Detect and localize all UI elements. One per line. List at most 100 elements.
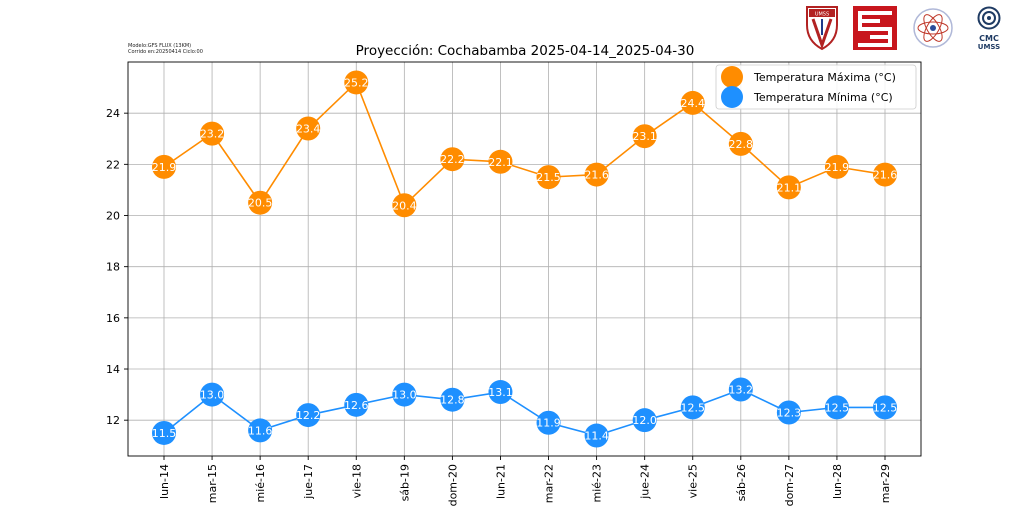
y-tick-label: 20	[106, 210, 120, 223]
legend-box	[715, 64, 917, 110]
data-point-max	[584, 162, 609, 187]
x-tick-label: dom-20	[446, 464, 459, 506]
data-label-max: 23.4	[296, 123, 321, 136]
data-point-max	[296, 116, 321, 141]
data-label-min: 11.9	[536, 417, 561, 430]
data-point-max	[152, 154, 176, 179]
chart-title: Proyección: Cochabamba 2025-04-14_2025-0…	[356, 43, 695, 59]
data-point-max	[200, 121, 225, 146]
data-label-max: 22.1	[488, 156, 513, 169]
data-label-max: 21.9	[152, 161, 177, 174]
data-label-max: 20.4	[392, 199, 417, 212]
plot-frame	[127, 61, 922, 457]
data-label-min: 12.2	[296, 409, 321, 422]
data-point-max	[680, 90, 705, 115]
x-tick-label: mar-22	[543, 464, 556, 503]
data-label-min: 12.6	[344, 399, 369, 412]
x-tick-label: vie-25	[687, 464, 700, 498]
data-point-max	[488, 149, 513, 174]
data-label-max: 21.5	[536, 171, 561, 184]
x-tick-label: mar-29	[879, 464, 892, 503]
data-point-min	[200, 382, 225, 407]
x-tick-label: mié-23	[591, 464, 604, 503]
series-line-max	[163, 81, 886, 207]
y-tick-label: 24	[106, 107, 120, 120]
x-tick-label: sáb-26	[735, 464, 748, 501]
y-tick-label: 22	[106, 158, 120, 171]
data-label-min: 12.5	[825, 401, 850, 414]
data-label-min: 12.5	[873, 401, 898, 414]
umss-shield-logo: UMSS	[806, 6, 838, 51]
data-label-max: 23.2	[200, 128, 225, 141]
data-point-min	[392, 382, 417, 407]
data-label-min: 12.3	[777, 407, 802, 420]
data-label-min: 12.0	[632, 414, 657, 427]
data-label-max: 24.4	[680, 97, 705, 110]
x-tick-label: mié-16	[254, 464, 267, 503]
x-tick-label: vie-18	[350, 464, 363, 498]
series-line-min	[163, 388, 885, 437]
y-tick-label: 12	[106, 414, 120, 427]
cmc-umss-logo: CMC UMSS	[970, 6, 1008, 51]
data-label-min: 13.1	[488, 386, 513, 399]
data-point-max	[824, 154, 849, 179]
data-point-min	[873, 395, 897, 420]
data-point-min	[536, 410, 561, 435]
data-label-max: 21.6	[873, 169, 898, 182]
data-point-max	[392, 193, 417, 218]
y-tick-label: 18	[106, 261, 120, 274]
data-label-max: 25.2	[344, 76, 369, 89]
legend-label: Temperatura Mínima (°C)	[753, 91, 893, 104]
legend-marker	[721, 66, 743, 88]
atom-circle-logo	[913, 8, 953, 48]
x-tick-label: lun-14	[158, 464, 171, 499]
data-point-min	[584, 423, 609, 448]
data-point-min	[344, 392, 369, 417]
umss-shield-text: UMSS	[815, 12, 829, 18]
data-label-min: 11.5	[152, 427, 177, 440]
data-label-max: 23.1	[632, 130, 657, 143]
x-tick-label: dom-27	[783, 464, 796, 506]
data-label-max: 20.5	[248, 197, 273, 210]
data-point-min	[152, 420, 176, 445]
data-point-min	[440, 387, 465, 412]
x-tick-label: lun-28	[831, 464, 844, 499]
x-tick-label: jue-24	[639, 464, 652, 500]
legend-marker	[721, 86, 743, 108]
data-point-min	[248, 418, 273, 443]
data-point-max	[873, 162, 897, 187]
data-label-min: 12.8	[440, 394, 465, 407]
red-emblem-logo	[853, 6, 897, 50]
data-label-min: 13.2	[729, 383, 754, 396]
y-tick-label: 14	[106, 363, 120, 376]
data-point-min	[776, 400, 801, 425]
data-label-max: 22.2	[440, 153, 465, 166]
cmc-logo-text: CMC	[979, 34, 999, 43]
data-label-max: 21.9	[825, 161, 850, 174]
data-point-min	[680, 395, 705, 420]
data-point-min	[824, 395, 849, 420]
legend-label: Temperatura Máxima (°C)	[753, 71, 896, 84]
data-point-max	[536, 165, 561, 190]
data-point-max	[248, 190, 273, 215]
data-point-min	[728, 377, 753, 402]
data-label-min: 11.6	[248, 424, 273, 437]
data-point-max	[728, 131, 753, 156]
umss-logo-text: UMSS	[977, 43, 1001, 51]
data-label-max: 21.1	[777, 181, 802, 194]
model-caption: Modelo:GFS FLUX (13KM)	[128, 43, 192, 49]
data-point-max	[632, 124, 657, 149]
x-tick-label: jue-17	[302, 464, 315, 500]
data-label-min: 11.4	[584, 430, 609, 443]
y-tick-label: 16	[106, 312, 120, 325]
data-point-min	[632, 408, 657, 433]
data-point-max	[776, 175, 801, 200]
data-label-min: 12.5	[680, 401, 705, 414]
data-point-min	[488, 380, 513, 405]
x-tick-label: sáb-19	[398, 464, 411, 501]
run-caption: Corrido en:20250414 Ciclo:00	[128, 49, 203, 55]
data-point-max	[344, 70, 369, 95]
x-tick-label: mar-15	[206, 464, 219, 503]
data-label-min: 13.0	[200, 389, 225, 402]
